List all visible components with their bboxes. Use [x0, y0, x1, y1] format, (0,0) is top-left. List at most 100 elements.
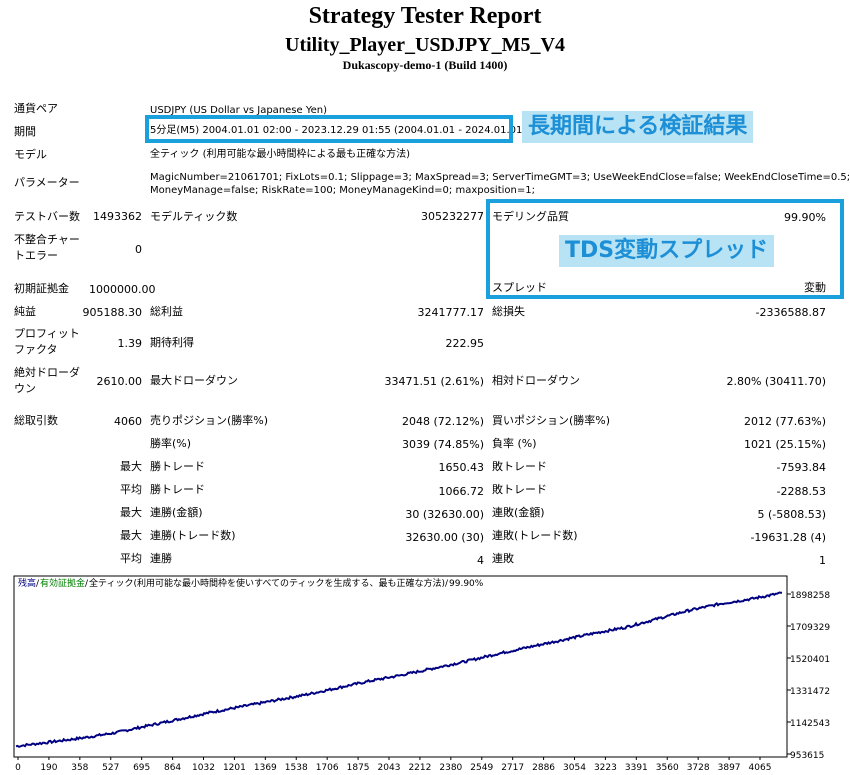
report-title: Strategy Tester Report: [308, 3, 542, 29]
abs-drawdown-value: 2610.00: [96, 375, 143, 388]
consec-win-amount-value: 30 (32630.00): [405, 508, 484, 521]
x-tick-label: 1538: [285, 763, 308, 773]
period-label: 期間: [14, 125, 36, 138]
y-tick-label: 1520401: [790, 655, 830, 665]
x-tick-label: 2212: [408, 763, 431, 773]
consec-win-count-label: 連勝(トレード数): [150, 529, 236, 542]
loss-rate-label: 負率 (%): [492, 437, 537, 450]
x-tick-label: 3560: [656, 763, 679, 773]
long-positions-value: 2012 (77.63%): [743, 415, 826, 428]
report-subtitle: Utility_Player_USDJPY_M5_V4: [285, 34, 565, 56]
deposit-label: 初期証拠金: [14, 282, 69, 295]
consec-loss-count-value: -19631.28 (4): [750, 531, 826, 544]
win-rate-label: 勝率(%): [150, 437, 192, 450]
max-loss-value: -7593.84: [776, 461, 826, 474]
quality-label: モデリング品質: [492, 210, 569, 223]
legend-separator-3: /: [445, 579, 449, 589]
x-tick-label: 2549: [470, 763, 493, 773]
profit-factor-label-2: ファクタ: [14, 343, 58, 356]
avg-consec-loss-label: 連敗: [492, 552, 514, 565]
win-rate-value: 3039 (74.85%): [401, 438, 484, 451]
bars-value: 1493362: [93, 210, 142, 223]
consec-win-amount-label: 連勝(金額): [150, 506, 203, 519]
x-tick-label: 1875: [347, 763, 370, 773]
max-row-label-2: 最大: [120, 506, 142, 519]
x-tick-label: 358: [71, 763, 88, 773]
x-tick-label: 2043: [378, 763, 401, 773]
period-value: 5分足(M5) 2004.01.01 02:00 - 2023.12.29 01…: [150, 125, 527, 136]
profit-factor-label-1: プロフィット: [14, 327, 80, 340]
profit-factor-value: 1.39: [117, 337, 143, 350]
consec-loss-count-label: 連敗(トレード数): [492, 529, 578, 542]
legend-model: 全ティック(利用可能な最小時間枠を使いすべてのティックを生成する、最も正確な方法…: [89, 577, 445, 589]
rel-drawdown-label: 相対ドローダウン: [492, 374, 580, 387]
x-tick-label: 3897: [718, 763, 741, 773]
ticks-label: モデルティック数: [150, 210, 238, 223]
spread-note-callout: TDS変動スプレッド: [559, 235, 775, 267]
gross-profit-value: 3241777.17: [417, 306, 484, 319]
abs-drawdown-label-1: 絶対ドローダ: [14, 366, 80, 379]
total-trades-value: 4060: [114, 415, 142, 428]
y-tick-label: 1709329: [790, 623, 830, 633]
x-tick-label: 190: [40, 763, 57, 773]
params-line-1: MagicNumber=21061701; FixLots=0.1; Slipp…: [150, 172, 850, 183]
chart-y-ticks: 1898258 1709329 1520401 1331472 1142543 95361…: [787, 591, 830, 761]
y-tick-label: 1142543: [790, 719, 830, 729]
legend-balance: 残高: [18, 577, 36, 589]
rel-drawdown-value: 2.80% (30411.70): [726, 375, 826, 388]
model-value: 全ティック (利用可能な最小時間枠による最も正確な方法): [150, 149, 411, 160]
net-profit-value: 905188.30: [82, 306, 143, 319]
params-line-2: MoneyManage=false; RiskRate=100; MoneyMa…: [150, 185, 535, 196]
x-tick-label: 864: [164, 763, 181, 773]
x-tick-label: 1032: [192, 763, 215, 773]
net-profit-label: 純益: [14, 305, 36, 318]
max-drawdown-label: 最大ドローダウン: [150, 374, 238, 387]
period-highlight-box: [145, 115, 513, 143]
pair-value: USDJPY (US Dollar vs Japanese Yen): [150, 105, 328, 116]
x-tick-label: 0: [15, 763, 21, 773]
consec-loss-amount-value: 5 (-5808.53): [757, 508, 826, 521]
model-label: モデル: [14, 148, 47, 161]
avg-row-label-2: 平均: [120, 552, 142, 565]
bars-label: テストバー数: [14, 210, 80, 223]
legend-quality: 99.90%: [449, 579, 484, 589]
mismatch-value: 0: [135, 243, 142, 256]
x-tick-label: 2380: [439, 763, 462, 773]
avg-consec-win-value: 4: [477, 554, 484, 567]
avg-win-value: 1066.72: [438, 485, 485, 498]
expected-payoff-value: 222.95: [445, 337, 485, 350]
x-tick-label: 1369: [254, 763, 277, 773]
max-row-label: 最大: [120, 460, 142, 473]
y-tick-label: 953615: [790, 751, 824, 761]
legend-separator-2: /: [85, 579, 89, 589]
y-tick-label: 1898258: [790, 591, 830, 601]
max-loss-label: 敗トレード: [492, 460, 547, 473]
balance-chart: 残高 / 有効証拠金 / 全ティック(利用可能な最小時間枠を使いすべてのティック…: [13, 575, 830, 773]
spread-value: 変動: [804, 281, 826, 294]
consec-win-count-value: 32630.00 (30): [405, 531, 484, 544]
chart-plot-frame: [13, 575, 788, 758]
gross-loss-label: 総損失: [492, 305, 525, 318]
x-tick-label: 3223: [594, 763, 617, 773]
max-win-label: 勝トレード: [150, 460, 205, 473]
x-tick-label: 2717: [501, 763, 524, 773]
legend-equity: 有効証拠金: [40, 577, 85, 589]
x-tick-label: 2886: [532, 763, 555, 773]
ticks-value: 305232277: [421, 210, 484, 223]
max-win-value: 1650.43: [438, 461, 485, 474]
balance-series-line: [15, 591, 783, 748]
x-tick-label: 527: [102, 763, 119, 773]
gross-loss-value: -2336588.87: [755, 306, 826, 319]
y-tick-label: 1331472: [790, 687, 830, 697]
avg-loss-label: 敗トレード: [492, 483, 547, 496]
quality-value: 99.90%: [784, 211, 826, 224]
x-tick-label: 4065: [749, 763, 772, 773]
x-tick-label: 3054: [563, 763, 586, 773]
consec-loss-amount-label: 連敗(金額): [492, 506, 545, 519]
deposit-value: 1000000.00: [89, 283, 156, 296]
long-positions-label: 買いポジション(勝率%): [492, 414, 611, 427]
x-tick-label: 1706: [316, 763, 339, 773]
avg-win-label: 勝トレード: [150, 483, 205, 496]
expected-payoff-label: 期待利得: [150, 336, 194, 349]
server-name: Dukascopy-demo-1 (Build 1400): [342, 58, 508, 72]
